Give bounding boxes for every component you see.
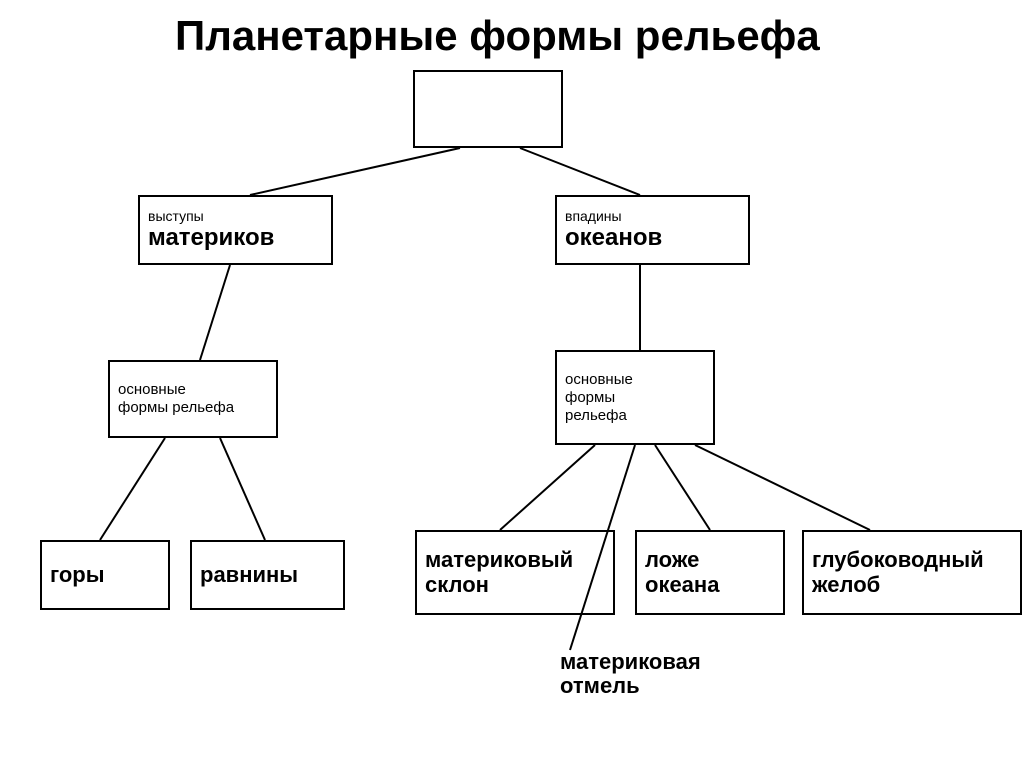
node-land-relief: основные формы рельефа	[108, 360, 278, 438]
node-line: отмель	[560, 674, 701, 698]
node-continental-shelf: материковая отмель	[560, 650, 701, 698]
node-continents: выступы материков	[138, 195, 333, 265]
node-ocean-bed: ложе океана	[635, 530, 785, 615]
node-sub: выступы	[148, 209, 323, 224]
node-mountains: горы	[40, 540, 170, 610]
node-line: основные	[565, 371, 705, 389]
node-line: глубоководный	[812, 548, 1012, 572]
node-main: горы	[50, 563, 160, 587]
node-line: ложе	[645, 548, 775, 572]
node-line: формы	[565, 389, 705, 407]
node-deep-trench: глубоководный желоб	[802, 530, 1022, 615]
node-main: океанов	[565, 225, 740, 251]
node-ocean-relief: основные формы рельефа	[555, 350, 715, 445]
node-oceans: впадины океанов	[555, 195, 750, 265]
diagram-title: Планетарные формы рельефа	[175, 12, 820, 60]
node-line: основные	[118, 381, 268, 399]
node-main: материков	[148, 225, 323, 251]
node-sub: впадины	[565, 209, 740, 224]
node-continental-slope: материковый склон	[415, 530, 615, 615]
node-root	[413, 70, 563, 148]
node-line: материковая	[560, 650, 701, 674]
node-line: океана	[645, 573, 775, 597]
node-main: равнины	[200, 563, 335, 587]
node-line: желоб	[812, 573, 1012, 597]
node-plains: равнины	[190, 540, 345, 610]
node-line: материковый	[425, 548, 605, 572]
node-line: формы рельефа	[118, 399, 268, 417]
node-line: склон	[425, 573, 605, 597]
node-line: рельефа	[565, 407, 705, 425]
